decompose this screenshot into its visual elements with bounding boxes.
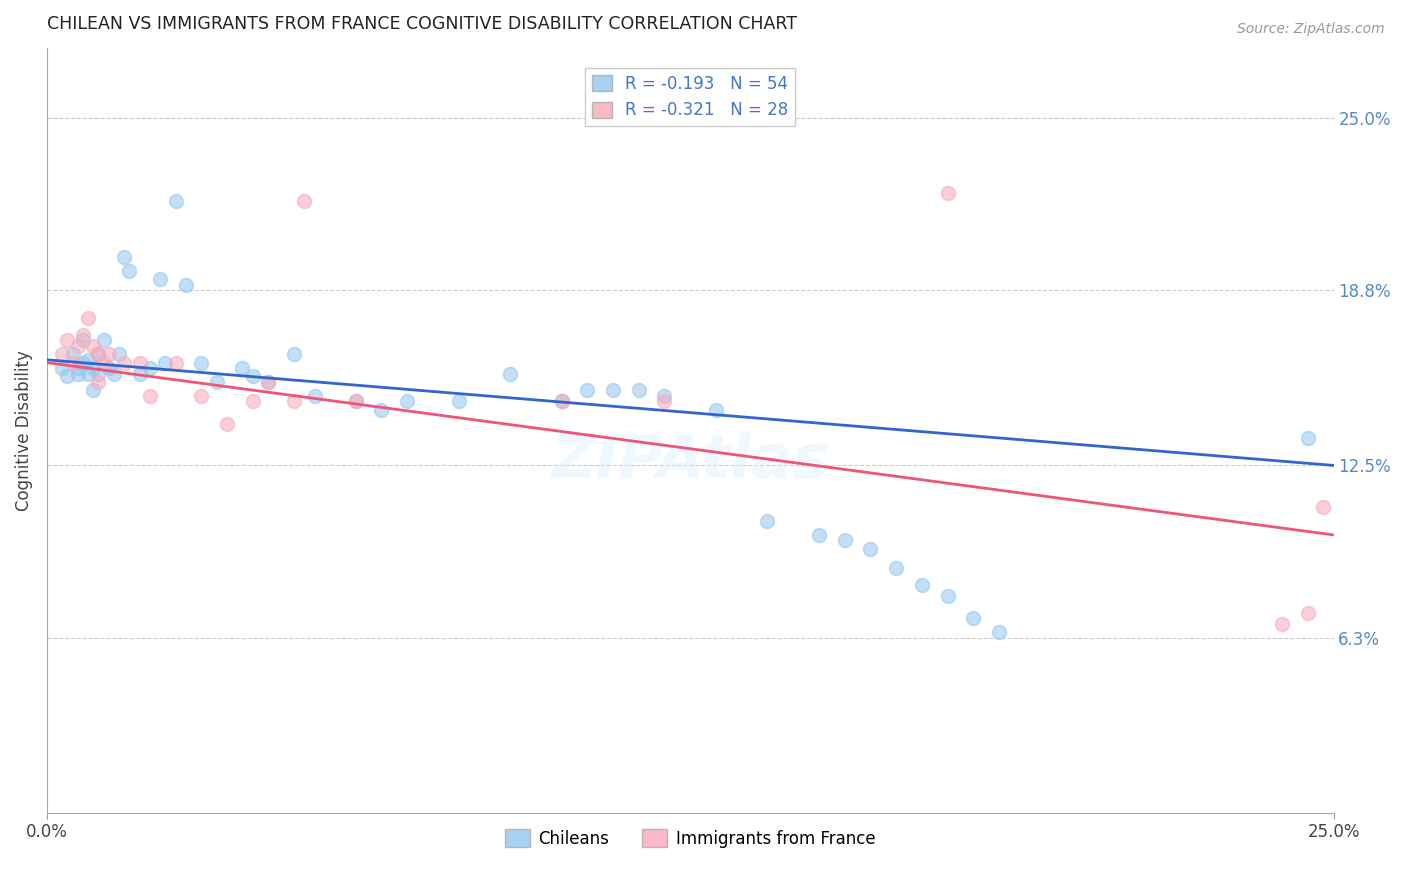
Point bbox=[108, 347, 131, 361]
Point bbox=[215, 417, 238, 431]
Point bbox=[72, 355, 94, 369]
Point bbox=[165, 355, 187, 369]
Point bbox=[962, 611, 984, 625]
Point bbox=[576, 384, 599, 398]
Point bbox=[257, 375, 280, 389]
Point bbox=[174, 277, 197, 292]
Point bbox=[936, 589, 959, 603]
Point bbox=[66, 339, 89, 353]
Point bbox=[884, 561, 907, 575]
Point bbox=[77, 311, 100, 326]
Point bbox=[1296, 606, 1319, 620]
Point bbox=[56, 334, 79, 348]
Point bbox=[51, 347, 73, 361]
Point bbox=[627, 384, 650, 398]
Point bbox=[936, 186, 959, 200]
Point bbox=[205, 375, 228, 389]
Point bbox=[93, 334, 115, 348]
Point bbox=[112, 355, 135, 369]
Point bbox=[77, 367, 100, 381]
Point bbox=[602, 384, 624, 398]
Point bbox=[859, 541, 882, 556]
Point bbox=[62, 347, 84, 361]
Point bbox=[87, 347, 110, 361]
Point bbox=[242, 394, 264, 409]
Text: ZIPAtlas: ZIPAtlas bbox=[551, 432, 830, 491]
Point bbox=[292, 194, 315, 209]
Point bbox=[257, 375, 280, 389]
Text: CHILEAN VS IMMIGRANTS FROM FRANCE COGNITIVE DISABILITY CORRELATION CHART: CHILEAN VS IMMIGRANTS FROM FRANCE COGNIT… bbox=[46, 15, 797, 33]
Point bbox=[370, 402, 392, 417]
Point bbox=[62, 355, 84, 369]
Point bbox=[807, 528, 830, 542]
Point bbox=[283, 347, 305, 361]
Point bbox=[654, 389, 676, 403]
Point bbox=[242, 369, 264, 384]
Point bbox=[756, 514, 779, 528]
Point bbox=[103, 367, 125, 381]
Y-axis label: Cognitive Disability: Cognitive Disability bbox=[15, 351, 32, 511]
Point bbox=[550, 394, 572, 409]
Point bbox=[149, 272, 172, 286]
Point bbox=[834, 533, 856, 548]
Point bbox=[93, 355, 115, 369]
Point bbox=[87, 375, 110, 389]
Point bbox=[704, 402, 727, 417]
Point bbox=[344, 394, 367, 409]
Point bbox=[190, 355, 212, 369]
Point bbox=[396, 394, 419, 409]
Point bbox=[304, 389, 326, 403]
Point bbox=[550, 394, 572, 409]
Point bbox=[87, 367, 110, 381]
Point bbox=[139, 389, 162, 403]
Point bbox=[499, 367, 522, 381]
Point bbox=[87, 347, 110, 361]
Point bbox=[654, 394, 676, 409]
Point bbox=[112, 250, 135, 264]
Legend: R = -0.193   N = 54, R = -0.321   N = 28: R = -0.193 N = 54, R = -0.321 N = 28 bbox=[585, 69, 796, 126]
Point bbox=[56, 369, 79, 384]
Point bbox=[97, 361, 120, 376]
Point bbox=[82, 339, 104, 353]
Point bbox=[911, 578, 934, 592]
Point bbox=[447, 394, 470, 409]
Text: Source: ZipAtlas.com: Source: ZipAtlas.com bbox=[1237, 22, 1385, 37]
Point bbox=[128, 367, 150, 381]
Point bbox=[51, 361, 73, 376]
Point bbox=[118, 264, 141, 278]
Point bbox=[231, 361, 253, 376]
Point bbox=[1296, 431, 1319, 445]
Point bbox=[344, 394, 367, 409]
Point bbox=[1271, 616, 1294, 631]
Point bbox=[66, 367, 89, 381]
Point bbox=[139, 361, 162, 376]
Point bbox=[988, 625, 1011, 640]
Point bbox=[165, 194, 187, 209]
Point bbox=[155, 355, 177, 369]
Point bbox=[72, 327, 94, 342]
Point bbox=[72, 334, 94, 348]
Point bbox=[97, 347, 120, 361]
Point bbox=[77, 352, 100, 367]
Point bbox=[190, 389, 212, 403]
Point bbox=[1312, 500, 1334, 515]
Point bbox=[82, 384, 104, 398]
Point bbox=[82, 361, 104, 376]
Point bbox=[283, 394, 305, 409]
Point bbox=[66, 361, 89, 376]
Point bbox=[128, 355, 150, 369]
